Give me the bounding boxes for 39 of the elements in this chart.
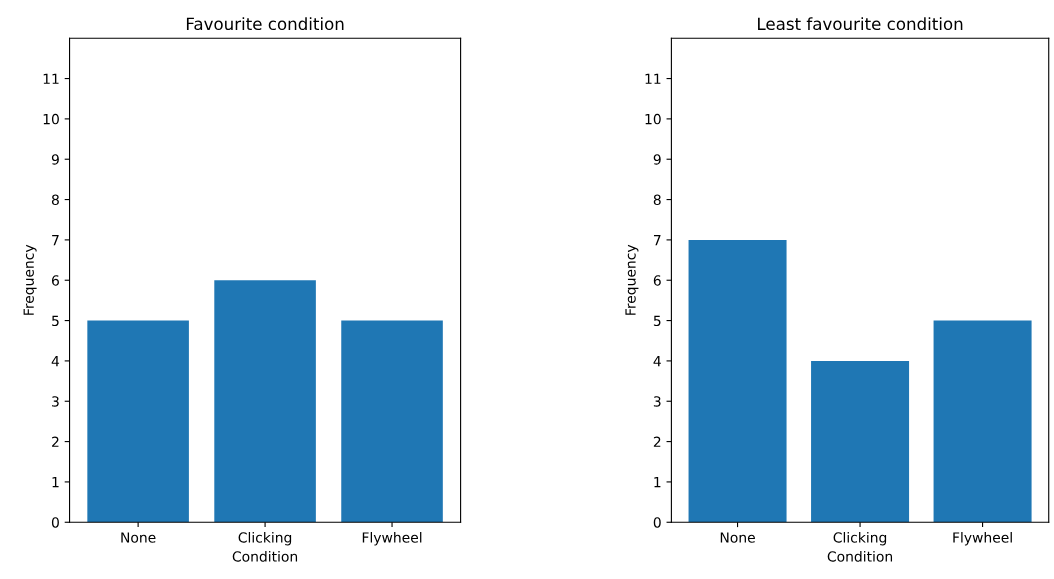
y-tick-label: 5 (52, 315, 59, 327)
bar (933, 320, 1032, 523)
y-tick-label: 0 (51, 517, 59, 528)
y-tick-label: 11 (645, 73, 661, 84)
y-tick-label: 6 (653, 275, 661, 286)
y-tick-label: 11 (43, 73, 59, 84)
x-tick-label: None (121, 532, 156, 543)
y-tick-label: 9 (51, 154, 59, 165)
x-tick-label: Clicking (238, 531, 292, 546)
chart-title: Favourite condition (186, 17, 344, 31)
x-tick-label: Clicking (833, 531, 887, 546)
y-tick-label: 3 (653, 396, 661, 407)
y-tick-label: 8 (653, 194, 661, 206)
bar (688, 239, 787, 523)
chart-title: Least favourite condition (758, 17, 963, 31)
x-axis-title: Condition (232, 550, 298, 562)
y-tick-label: 9 (653, 154, 661, 165)
y-tick-label: 4 (51, 356, 60, 367)
y-tick-label: 5 (653, 315, 661, 327)
y-tick-label: 2 (52, 436, 59, 447)
x-axis-title: Condition (827, 550, 893, 562)
y-tick-label: 8 (51, 194, 59, 206)
x-tick-label: Flywheel (362, 531, 422, 546)
y-tick-label: 1 (654, 477, 661, 488)
y-tick-label: 1 (52, 477, 59, 488)
y-tick-label: 0 (653, 517, 661, 528)
bar (811, 360, 910, 523)
y-tick-label: 2 (653, 436, 661, 447)
y-axis-title: Frequency (23, 244, 37, 315)
y-tick-label: 4 (653, 356, 661, 367)
y-tick-label: 3 (52, 396, 59, 407)
x-tick-label: Flywheel (953, 531, 1012, 546)
y-tick-label: 6 (51, 275, 59, 286)
y-tick-label: 7 (52, 235, 59, 246)
y-tick-label: 10 (645, 113, 661, 125)
x-tick-label: None (720, 532, 755, 543)
y-axis-title: Frequency (625, 244, 639, 315)
y-tick-label: 7 (653, 235, 661, 246)
y-tick-label: 10 (43, 113, 59, 125)
